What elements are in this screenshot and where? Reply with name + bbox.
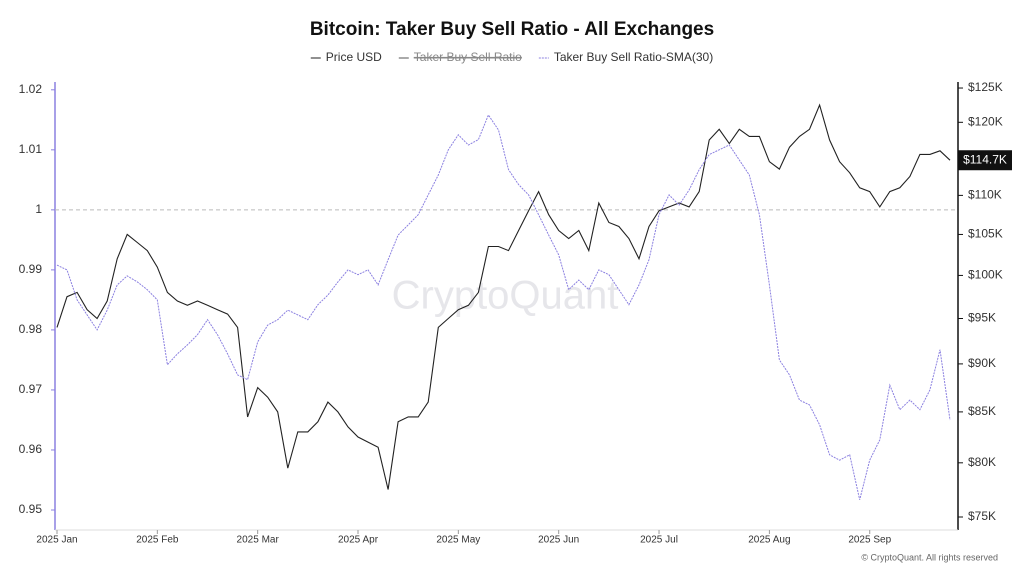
legend-label: Taker Buy Sell Ratio-SMA(30)	[554, 50, 713, 64]
y2-tick-label: $75K	[968, 509, 996, 523]
y-tick-label: 1	[35, 202, 42, 216]
watermark: CryptoQuant	[392, 274, 619, 318]
y2-tick-label: $100K	[968, 268, 1003, 282]
x-tick-label: 2025 Mar	[237, 535, 280, 546]
x-tick-label: 2025 Jan	[36, 535, 77, 546]
footer: © CryptoQuant. All rights reserved	[861, 552, 998, 562]
y-tick-label: 0.98	[19, 322, 43, 336]
y2-tick-label: $90K	[968, 356, 996, 370]
legend-label: Price USD	[326, 50, 382, 64]
x-tick-label: 2025 Aug	[748, 535, 790, 546]
x-tick-label: 2025 Feb	[136, 535, 179, 546]
y2-tick-label: $80K	[968, 455, 996, 469]
x-tick-label: 2025 Jun	[538, 535, 579, 546]
y-tick-label: 0.97	[19, 382, 43, 396]
y-tick-label: 1.02	[19, 82, 43, 96]
y2-tick-label: $120K	[968, 114, 1003, 128]
y2-tick-label: $95K	[968, 311, 996, 325]
series-line	[56, 103, 951, 490]
legend: Price USD Taker Buy Sell Ratio Taker Buy S…	[310, 50, 713, 64]
x-tick-label: 2025 Sep	[848, 535, 891, 546]
y-tick-label: 0.99	[19, 262, 43, 276]
y-tick-label: 0.96	[19, 442, 43, 456]
legend-label: Taker Buy Sell Ratio	[414, 50, 522, 64]
y2-tick-label: $85K	[968, 404, 996, 418]
y2-tick-label: $110K	[968, 188, 1002, 202]
y-tick-label: 1.01	[19, 142, 43, 156]
last-price-label: $114.7K	[963, 152, 1007, 166]
y2-tick-label: $125K	[968, 80, 1003, 94]
x-tick-label: 2025 May	[436, 535, 480, 546]
x-tick-label: 2025 Jul	[640, 535, 678, 546]
last-price-badge	[958, 150, 1012, 171]
x-tick-label: 2025 Apr	[338, 535, 379, 546]
chart-title: Bitcoin: Taker Buy Sell Ratio - All Exch…	[310, 19, 714, 40]
series-line	[56, 113, 951, 500]
y2-tick-label: $105K	[968, 227, 1003, 241]
y-tick-label: 0.95	[19, 502, 43, 516]
